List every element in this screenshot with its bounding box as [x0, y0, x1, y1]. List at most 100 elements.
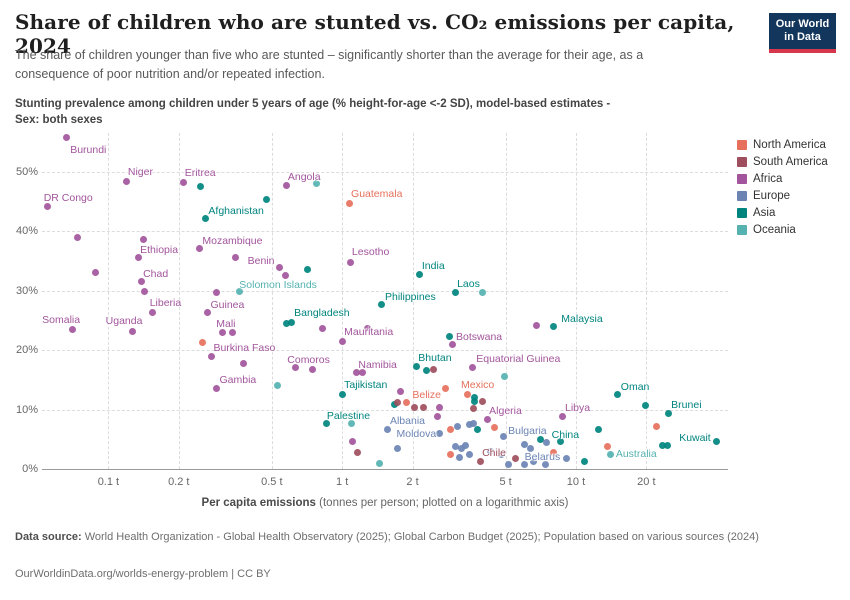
data-point[interactable]: [262, 195, 270, 203]
data-point[interactable]: [479, 289, 487, 297]
data-point-guatemala[interactable]: [345, 200, 353, 208]
data-point[interactable]: [563, 455, 571, 463]
country-label[interactable]: Eritrea: [184, 166, 216, 179]
data-point-mali[interactable]: [218, 329, 226, 337]
country-label[interactable]: Bulgaria: [508, 424, 547, 437]
data-point[interactable]: [505, 460, 513, 468]
data-point[interactable]: [412, 362, 420, 370]
data-point-kuwait[interactable]: [713, 437, 721, 445]
country-label[interactable]: Australia: [615, 447, 657, 460]
data-point[interactable]: [532, 321, 540, 329]
legend-item-europe[interactable]: Europe: [737, 190, 828, 202]
country-label[interactable]: Burundi: [70, 143, 107, 156]
country-label[interactable]: Albania: [389, 415, 425, 428]
data-point[interactable]: [653, 422, 661, 430]
data-point[interactable]: [479, 398, 487, 406]
data-point[interactable]: [465, 450, 473, 458]
data-point-namibia[interactable]: [352, 368, 360, 376]
data-point[interactable]: [474, 426, 482, 434]
data-point[interactable]: [595, 425, 603, 433]
country-label[interactable]: Chile: [482, 446, 507, 459]
data-point[interactable]: [542, 438, 550, 446]
country-label[interactable]: Somalia: [42, 313, 81, 326]
data-point[interactable]: [410, 404, 418, 412]
country-label[interactable]: Namibia: [358, 359, 397, 372]
country-label[interactable]: Afghanistan: [208, 204, 264, 217]
data-point-chile[interactable]: [476, 458, 484, 466]
data-point[interactable]: [393, 444, 401, 452]
data-point[interactable]: [148, 308, 156, 316]
country-label[interactable]: Solomon Islands: [239, 278, 317, 291]
data-point[interactable]: [486, 447, 494, 455]
data-point[interactable]: [541, 460, 549, 468]
country-label[interactable]: Equatorial Guinea: [476, 352, 561, 365]
country-label[interactable]: Palestine: [326, 409, 371, 422]
data-point[interactable]: [470, 397, 478, 405]
data-point[interactable]: [446, 426, 454, 434]
country-label[interactable]: Brunei: [671, 398, 702, 411]
data-point-libya[interactable]: [559, 413, 567, 421]
country-label[interactable]: Philippines: [384, 290, 436, 303]
data-point[interactable]: [529, 458, 537, 466]
data-point[interactable]: [445, 333, 453, 341]
country-label[interactable]: Uganda: [105, 315, 143, 328]
data-point-solomon-islands[interactable]: [235, 288, 243, 296]
country-label[interactable]: China: [551, 428, 580, 441]
data-point[interactable]: [318, 325, 326, 333]
data-point[interactable]: [658, 441, 666, 449]
data-point-bangladesh[interactable]: [287, 319, 295, 327]
data-point-benin[interactable]: [276, 264, 284, 272]
data-point[interactable]: [274, 381, 282, 389]
data-point[interactable]: [512, 455, 520, 463]
data-point-australia[interactable]: [607, 451, 615, 459]
country-label[interactable]: Belarus: [524, 451, 561, 464]
data-point-guinea[interactable]: [212, 289, 220, 297]
data-point[interactable]: [349, 437, 357, 445]
data-point-burundi[interactable]: [62, 134, 70, 142]
country-label[interactable]: India: [421, 259, 445, 272]
data-point[interactable]: [491, 424, 499, 432]
data-point-palestine[interactable]: [323, 420, 331, 428]
data-point-philippines[interactable]: [378, 301, 386, 309]
data-point[interactable]: [283, 320, 291, 328]
data-point[interactable]: [433, 412, 441, 420]
data-point[interactable]: [469, 419, 477, 427]
legend-item-asia[interactable]: Asia: [737, 207, 828, 219]
owid-logo[interactable]: Our World in Data: [769, 13, 836, 53]
country-label[interactable]: Belize: [412, 388, 441, 401]
data-point[interactable]: [642, 402, 650, 410]
data-point-belize[interactable]: [442, 385, 450, 393]
data-point[interactable]: [358, 369, 366, 377]
data-point[interactable]: [663, 441, 671, 449]
country-label[interactable]: Malaysia: [561, 312, 603, 325]
data-point[interactable]: [229, 329, 237, 337]
data-point-afghanistan[interactable]: [201, 215, 209, 223]
data-point[interactable]: [419, 404, 427, 412]
data-point-laos[interactable]: [451, 289, 459, 297]
country-label[interactable]: Guinea: [210, 298, 245, 311]
country-label[interactable]: Comoros: [287, 353, 330, 366]
data-point-brunei[interactable]: [664, 410, 672, 418]
data-point[interactable]: [74, 234, 82, 242]
data-point-burkina-faso[interactable]: [207, 353, 215, 361]
data-point[interactable]: [465, 421, 473, 429]
data-point[interactable]: [204, 309, 212, 317]
data-point[interactable]: [198, 339, 206, 347]
legend-item-africa[interactable]: Africa: [737, 173, 828, 185]
data-point[interactable]: [91, 269, 99, 277]
data-point[interactable]: [451, 443, 459, 451]
data-point[interactable]: [521, 440, 529, 448]
country-label[interactable]: Oman: [620, 381, 650, 394]
country-label[interactable]: Gambia: [219, 373, 257, 386]
data-point[interactable]: [436, 403, 444, 411]
country-label[interactable]: Chad: [143, 267, 169, 280]
data-point[interactable]: [603, 443, 611, 451]
country-label[interactable]: Libya: [564, 401, 591, 414]
citation-link[interactable]: OurWorldinData.org/worlds-energy-problem…: [15, 568, 271, 580]
country-label[interactable]: Moldova: [396, 428, 437, 441]
country-label[interactable]: Guatemala: [351, 187, 403, 200]
data-point[interactable]: [581, 457, 589, 465]
data-point[interactable]: [393, 399, 401, 407]
data-point[interactable]: [458, 445, 466, 453]
data-point[interactable]: [139, 235, 147, 243]
